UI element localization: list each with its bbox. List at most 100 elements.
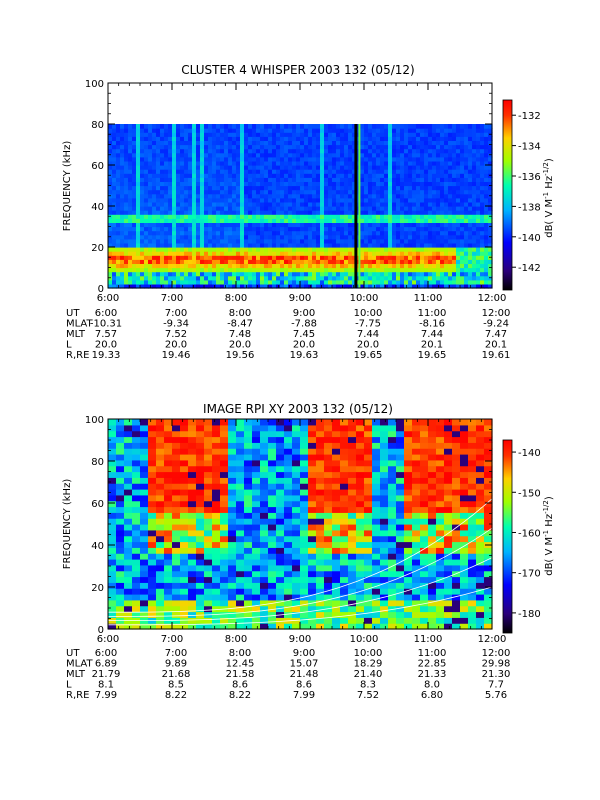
- spectrogram-cell: [196, 152, 201, 158]
- spectrogram-cell: [188, 611, 197, 618]
- spectrogram-cell: [392, 144, 397, 150]
- spectrogram-cell: [112, 267, 117, 273]
- spectrogram-cell: [252, 576, 261, 583]
- spectrogram-cell: [116, 136, 121, 141]
- spectrogram-cell: [368, 132, 373, 137]
- spectrogram-cell: [284, 124, 289, 129]
- spectrogram-cell: [192, 222, 197, 228]
- spectrogram-cell: [488, 230, 493, 236]
- spectrogram-cell: [228, 144, 233, 150]
- spectrogram-cell: [272, 267, 277, 273]
- spectrogram-cell: [440, 136, 445, 141]
- spectrogram-cell: [400, 173, 405, 178]
- spectrogram-cell: [228, 177, 233, 182]
- spectrogram-cell: [260, 206, 265, 211]
- spectrogram-cell: [192, 140, 197, 146]
- spectrogram-cell: [144, 283, 149, 289]
- spectrogram-cell: [108, 185, 113, 191]
- spectrogram-cell: [236, 582, 245, 589]
- spectrogram-cell: [188, 588, 197, 595]
- spectrogram-cell: [460, 160, 465, 166]
- spectrogram-cell: [140, 594, 149, 601]
- spectrogram-cell: [416, 181, 421, 187]
- spectrogram-cell: [212, 430, 221, 438]
- spectrogram-cell: [468, 160, 473, 166]
- spectrogram-cell: [168, 173, 173, 178]
- spectrogram-cell: [236, 483, 245, 490]
- spectrogram-cell: [288, 152, 293, 158]
- ephemeris-value: 6:00: [95, 308, 117, 319]
- spectrogram-cell: [140, 251, 145, 256]
- spectrogram-cell: [232, 160, 237, 166]
- spectrogram-cell: [132, 454, 141, 461]
- spectrogram-cell: [332, 124, 337, 129]
- spectrogram-cell: [360, 132, 365, 137]
- spectrogram-cell: [364, 222, 369, 228]
- spectrogram-cell: [156, 206, 161, 211]
- spectrogram-cell: [168, 255, 173, 260]
- spectrogram-cell: [196, 535, 205, 543]
- spectrogram-cell: [224, 148, 229, 154]
- spectrogram-cell: [296, 197, 301, 203]
- spectrogram-cell: [472, 230, 477, 236]
- spectrogram-cell: [284, 506, 293, 513]
- spectrogram-cell: [392, 247, 397, 252]
- spectrogram-cell: [344, 271, 349, 277]
- spectrogram-cell: [204, 524, 213, 531]
- spectrogram-cell: [308, 471, 317, 478]
- spectrogram-cell: [252, 582, 261, 589]
- spectrogram-cell: [324, 185, 329, 191]
- spectrogram-cell: [204, 251, 209, 256]
- spectrogram-cell: [124, 214, 129, 219]
- spectrogram-cell: [348, 218, 353, 223]
- spectrogram-cell: [460, 136, 465, 141]
- spectrogram-cell: [340, 218, 345, 223]
- spectrogram-cell: [144, 177, 149, 182]
- spectrogram-cell: [252, 160, 257, 166]
- spectrogram-cell: [300, 136, 305, 141]
- spectrogram-cell: [292, 547, 301, 554]
- spectrogram-cell: [228, 275, 233, 281]
- spectrogram-cell: [212, 506, 221, 513]
- spectrogram-cell: [352, 206, 357, 211]
- spectrogram-cell: [164, 132, 169, 137]
- spectrogram-cell: [384, 234, 389, 240]
- spectrogram-cell: [164, 500, 173, 508]
- spectrogram-cell: [188, 275, 193, 281]
- spectrogram-cell: [480, 144, 485, 150]
- spectrogram-cell: [456, 181, 461, 187]
- spectrogram-cell: [420, 132, 425, 137]
- spectrogram-cell: [420, 242, 425, 248]
- spectrogram-cell: [384, 124, 389, 129]
- spectrogram-cell: [216, 140, 221, 146]
- spectrogram-cell: [188, 173, 193, 178]
- spectrogram-cell: [392, 185, 397, 191]
- spectrogram-cell: [272, 124, 277, 129]
- spectrogram-cell: [108, 483, 117, 490]
- spectrogram-cell: [112, 230, 117, 236]
- spectrogram-cell: [172, 267, 177, 273]
- ephemeris-value: 8:00: [229, 308, 251, 319]
- spectrogram-cell: [236, 599, 245, 607]
- spectrogram-cell: [152, 160, 157, 166]
- spectrogram-cell: [456, 148, 461, 154]
- spectrogram-cell: [132, 494, 141, 502]
- spectrogram-cell: [400, 156, 405, 162]
- spectrogram-cell: [248, 193, 253, 199]
- spectrogram-cell: [156, 559, 165, 566]
- spectrogram-cell: [348, 267, 353, 273]
- spectrogram-cell: [260, 430, 269, 438]
- spectrogram-cell: [124, 454, 133, 461]
- spectrogram-cell: [196, 267, 201, 273]
- spectrogram-cell: [316, 255, 321, 260]
- spectrogram-cell: [464, 238, 469, 244]
- spectrogram-cell: [184, 201, 189, 207]
- spectrogram-cell: [144, 255, 149, 260]
- spectrogram-cell: [324, 197, 329, 203]
- spectrogram-cell: [212, 459, 221, 467]
- spectrogram-cell: [108, 210, 113, 215]
- spectrogram-cell: [148, 160, 153, 166]
- spectrogram-cell: [460, 263, 465, 269]
- spectrogram-cell: [336, 222, 341, 228]
- spectrogram-cell: [452, 169, 457, 174]
